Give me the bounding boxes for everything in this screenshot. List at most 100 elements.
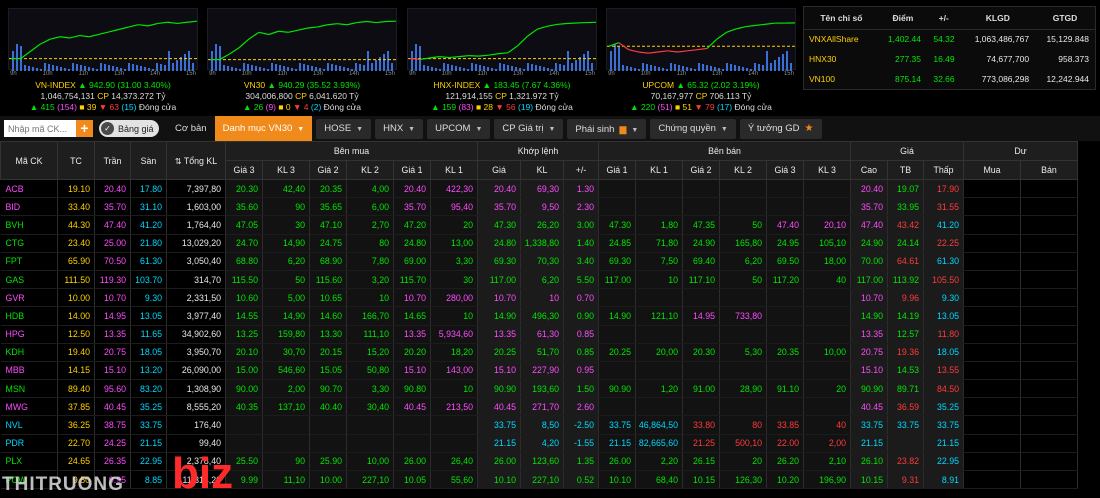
- market-status: Đóng cửa: [734, 102, 772, 112]
- table-cell: 21.15: [598, 434, 636, 453]
- tab-value-stocks[interactable]: CP Giá trị ▼: [494, 118, 564, 139]
- table-cell: [963, 215, 1021, 235]
- col-header-total-volume[interactable]: ⇅ Tổng KL: [166, 141, 226, 180]
- tab-warrants[interactable]: Chứng quyền ▼: [650, 118, 736, 139]
- symbol-cell[interactable]: MBB: [0, 361, 58, 381]
- index-panel[interactable]: 9h 10h 11h 13h 14h 15h VN30 ▲ 940.29 (35.52 3.…: [207, 8, 398, 112]
- symbol-cell[interactable]: GVR: [0, 288, 58, 308]
- table-cell: 14.95: [94, 306, 131, 326]
- volume-bar: [96, 69, 98, 71]
- summary-row[interactable]: HNX30 277.35 16.49 74,677,700 958.373: [804, 49, 1095, 69]
- summary-value: 958.373: [1058, 54, 1089, 64]
- tab-vn30-watchlist[interactable]: Danh mục VN30 ▼: [214, 116, 313, 141]
- time-tick: 14h: [149, 71, 160, 77]
- table-cell: 5,934,60: [430, 325, 478, 344]
- symbol-cell[interactable]: BID: [0, 197, 58, 217]
- table-row[interactable]: KDH 19.40 20.75 18.05 3,950,70 20.10 30,70 20.1…: [0, 343, 1078, 362]
- table-cell: 10: [430, 306, 478, 326]
- table-cell: 1.50: [563, 379, 599, 399]
- table-cell: [963, 343, 1021, 362]
- table-row[interactable]: GAS 111.50 119.30 103.70 314,70 115.50 50 115.6…: [0, 270, 1078, 290]
- table-cell: 5,30: [719, 343, 767, 362]
- symbol-cell[interactable]: ACB: [0, 179, 58, 199]
- tab-hnx[interactable]: HNX ▼: [375, 118, 424, 139]
- table-row[interactable]: BVH 44.30 47.40 41.20 1,764,40 47.05 30 47.10 2,…: [0, 215, 1078, 235]
- symbol-cell[interactable]: NVL: [0, 415, 58, 435]
- index-panel[interactable]: 9h 10h 11h 13h 14h 15h VN-INDEX ▲ 942.90 (31.0…: [8, 8, 199, 112]
- symbol-cell[interactable]: GAS: [0, 270, 58, 290]
- volume-bar: [610, 51, 612, 71]
- volume-bar: [642, 63, 644, 71]
- symbol-cell[interactable]: FPT: [0, 252, 58, 271]
- table-row[interactable]: CTG 23.40 25.00 21.80 13,029,20 24.70 14,90 24.…: [0, 234, 1078, 253]
- symbol-cell[interactable]: HPG: [0, 325, 58, 344]
- table-cell: 10.60: [225, 288, 263, 308]
- col-header-b2: Giá 2: [309, 160, 347, 180]
- table-cell: [963, 361, 1021, 381]
- table-row[interactable]: HPG 12.50 13.35 11.65 34,902,60 13.25 159,80 13…: [0, 325, 1078, 344]
- price-line-segment: [248, 31, 260, 40]
- table-row[interactable]: MWG 37.85 40.45 35.25 8,555,20 40.35 137,10 40.…: [0, 397, 1078, 417]
- volume-bar: [383, 54, 385, 71]
- symbol-cell[interactable]: PLX: [0, 452, 58, 472]
- price-line-segment: [59, 36, 70, 39]
- table-row[interactable]: POW 9.50 9.95 8.85 11,314,20 9.99 11,10 10.00 22…: [0, 470, 1078, 490]
- index-traded-value: 706.113 Tỷ: [709, 91, 752, 101]
- index-panel[interactable]: 9h 10h 11h 13h 14h 15h HNX-INDEX ▲ 183.45 (7.6…: [407, 8, 598, 112]
- table-cell: 21.15: [130, 434, 167, 453]
- symbol-cell[interactable]: BVH: [0, 215, 58, 235]
- volume-bar: [160, 64, 162, 71]
- table-row[interactable]: FPT 65.90 70.50 61.30 3,050,40 68.80 6,20 68.90…: [0, 252, 1078, 271]
- table-row[interactable]: BID 33.40 35.70 31.10 1,603,00 35.60 90 35.65 6,…: [0, 197, 1078, 217]
- table-cell: 83.20: [130, 379, 167, 399]
- tab-hose[interactable]: HOSE ▼: [316, 118, 372, 139]
- table-cell: 20.75: [94, 343, 131, 362]
- table-cell: [963, 452, 1021, 472]
- volume-bar: [622, 65, 624, 71]
- price-line-segment: [40, 38, 51, 45]
- index-panel[interactable]: 9h 10h 11h 13h 14h 15h UPCOM ▲ 65.32 (2.02 3.1…: [606, 8, 797, 112]
- symbol-cell[interactable]: MWG: [0, 397, 58, 417]
- volume-bar: [84, 66, 86, 71]
- table-cell: [803, 361, 851, 381]
- table-cell: 22.70: [57, 434, 95, 453]
- table-row[interactable]: GVR 10.00 10.70 9.30 2,331,50 10.60 5,00 10.65 1…: [0, 288, 1078, 308]
- cp-label: CP: [97, 91, 109, 101]
- table-row[interactable]: PDR 22.70 24.25 21.15 99,40 21.15 4,20 -1.55 21.…: [0, 434, 1078, 453]
- search-input[interactable]: [4, 120, 76, 137]
- table-row[interactable]: NVL 36.25 38.75 33.75 176,40 33.75 8,50 -2.50 33…: [0, 415, 1078, 435]
- symbol-cell[interactable]: CTG: [0, 234, 58, 253]
- tab-basic[interactable]: Cơ bản: [175, 123, 207, 134]
- symbol-cell[interactable]: POW: [0, 470, 58, 490]
- table-row[interactable]: MSN 89.40 95.60 83.20 1,308,90 90.00 2,00 90.70…: [0, 379, 1078, 399]
- tab-derivatives[interactable]: Phái sinh ▆ ▼: [567, 118, 647, 139]
- table-cell: 3,050,40: [166, 252, 226, 271]
- summary-row[interactable]: VNXAllShare 1,402.44 54.32 1,063,486,767 15,…: [804, 29, 1095, 49]
- price-board-toggle[interactable]: ✓ Bảng giá: [99, 120, 159, 137]
- symbol-cell[interactable]: HDB: [0, 306, 58, 326]
- table-cell: 10: [520, 288, 564, 308]
- table-cell: 21.80: [130, 234, 167, 253]
- table-row[interactable]: MBB 14.15 15.10 13.20 26,090,00 15.00 546,60 15…: [0, 361, 1078, 381]
- tab-trading-ideas[interactable]: Ý tưởng GD ★: [739, 118, 822, 139]
- table-row[interactable]: PLX 24.65 26.35 22.95 2,378,40 25.50 90 25.90 10…: [0, 452, 1078, 472]
- summary-header: Tên chỉ số: [804, 7, 879, 30]
- summary-row[interactable]: VN100 875.14 32.66 773,086,298 12,242.944: [804, 69, 1095, 89]
- volume-bar: [363, 65, 365, 71]
- symbol-cell[interactable]: PDR: [0, 434, 58, 453]
- add-symbol-button[interactable]: +: [76, 120, 93, 137]
- symbol-cell[interactable]: MSN: [0, 379, 58, 399]
- price-line-segment: [628, 49, 639, 53]
- table-cell: 0.90: [563, 306, 599, 326]
- table-cell: 80: [346, 234, 394, 253]
- table-row[interactable]: HDB 14.00 14.95 13.05 3,977,40 14.55 14,90 14.6…: [0, 306, 1078, 326]
- table-row[interactable]: ACB 19.10 20.40 17.80 7,397,80 20.30 42,40 20.3…: [0, 179, 1078, 199]
- volume-bar: [499, 63, 501, 71]
- group-header-match: Khớp lệnh: [477, 141, 599, 161]
- symbol-cell[interactable]: KDH: [0, 343, 58, 362]
- table-cell: [963, 434, 1021, 453]
- volume-bar: [88, 67, 90, 71]
- volume-bar: [535, 65, 537, 71]
- table-cell: [309, 434, 347, 453]
- tab-upcom[interactable]: UPCOM ▼: [427, 118, 491, 139]
